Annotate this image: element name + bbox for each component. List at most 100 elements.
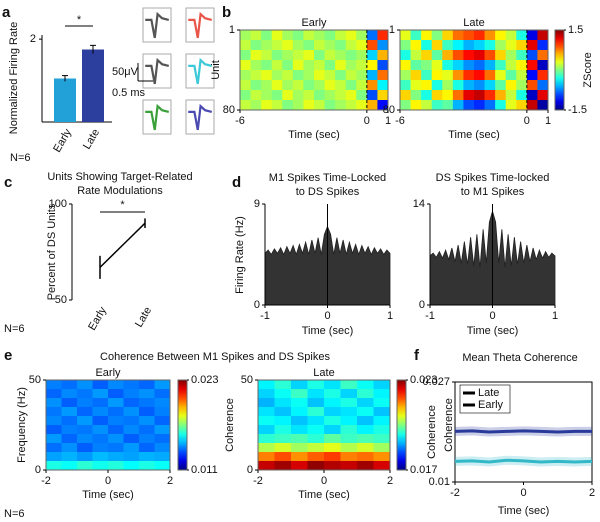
heatmap-cell	[282, 40, 294, 51]
heatmap-cell	[292, 30, 304, 41]
heatmap-cell	[274, 416, 292, 426]
y-tick-label: 50	[55, 294, 67, 306]
x-axis-label: Time (sec)	[302, 325, 354, 337]
heatmap-cell	[516, 30, 528, 41]
heatmap-cell	[421, 60, 433, 71]
heatmap-cell	[431, 100, 443, 111]
heatmap-cell	[108, 452, 124, 462]
heatmap-cell	[526, 80, 538, 91]
heatmap-cell	[410, 70, 422, 81]
heatmap-cell	[123, 407, 140, 417]
heatmap-cell	[274, 425, 292, 435]
heatmap-cell	[123, 398, 140, 408]
waveform	[145, 103, 170, 131]
heatmap-cell	[356, 60, 368, 71]
heatmap-cell	[495, 100, 507, 111]
heatmap-cell	[345, 100, 357, 111]
y-axis-label: Firing Rate (Hz)	[234, 216, 246, 294]
waveform	[145, 11, 170, 39]
heatmap-cell	[61, 389, 78, 399]
heatmap-cell	[366, 30, 378, 41]
heatmap-cell	[340, 380, 358, 390]
panel-letter: f	[414, 347, 420, 364]
heatmap-cell	[484, 80, 496, 91]
heatmap-cell	[108, 407, 124, 417]
heatmap-cell	[356, 70, 368, 81]
heatmap-cell	[463, 100, 475, 111]
heatmap-cell	[442, 90, 454, 101]
heatmap-cell	[307, 407, 325, 417]
heatmap-cell	[258, 434, 275, 444]
heatmap-cell	[123, 425, 140, 435]
heatmap-cell	[291, 443, 308, 453]
heatmap-cell	[92, 443, 109, 453]
heatmap-cell	[474, 90, 486, 101]
heatmap-cell	[271, 90, 283, 101]
heatmap-cell	[324, 40, 336, 51]
heatmap-cell	[303, 60, 315, 71]
heatmap-cell	[46, 389, 62, 399]
y-axis-label: Coherence	[426, 405, 438, 459]
heatmap-cell	[484, 50, 496, 61]
heatmap-cell	[314, 100, 326, 111]
heatmap-cell	[474, 30, 486, 41]
heatmap-cell	[431, 70, 443, 81]
heatmap-cell	[123, 443, 140, 453]
heatmap-cell	[537, 70, 549, 81]
y-tick-label: 1	[389, 24, 395, 36]
heatmap-cell	[314, 30, 326, 41]
heatmap-cell	[154, 407, 171, 417]
heatmap-cell	[373, 461, 391, 471]
heatmap-cell	[282, 90, 294, 101]
line	[454, 458, 593, 464]
heatmap-cell	[108, 461, 124, 471]
x-tick-label: Late	[81, 127, 102, 152]
heatmap-cell	[123, 452, 140, 462]
y-tick-label: 100	[49, 198, 67, 210]
heatmap-cell	[258, 452, 275, 462]
heatmap-cell	[324, 407, 341, 417]
heatmap-cell	[282, 70, 294, 81]
heatmap-cell	[123, 434, 140, 444]
heatmap-cell	[442, 50, 454, 61]
heatmap-cell	[324, 461, 341, 471]
colorbar-tick-label: 0.017	[410, 464, 438, 476]
heatmap-cell	[250, 80, 262, 91]
heatmap-cell	[400, 40, 412, 51]
heatmap-cell	[258, 398, 275, 408]
colorbar	[396, 379, 407, 471]
heatmap-cell	[516, 100, 528, 111]
heatmap-cell	[442, 80, 454, 91]
heatmap-cell	[46, 398, 62, 408]
heatmap-cell	[410, 50, 422, 61]
heatmap-cell	[366, 60, 378, 71]
bar	[54, 78, 76, 122]
heatmap-cell	[292, 80, 304, 91]
heatmap-cell	[335, 90, 347, 101]
x-tick-label: 0	[520, 487, 526, 499]
heatmap-cell	[484, 60, 496, 71]
heatmap-cell	[108, 398, 124, 408]
heatmap-cell	[474, 40, 486, 51]
heatmap-cell	[495, 40, 507, 51]
panel-letter: c	[4, 174, 12, 191]
heatmap-cell	[77, 389, 93, 399]
heatmap-cell	[250, 50, 262, 61]
heatmap-cell	[261, 50, 273, 61]
heatmap-cell	[377, 60, 389, 71]
heatmap-cell	[442, 60, 454, 71]
y-axis-label: Normalized Firing Rate	[8, 22, 20, 134]
heatmap-cell	[139, 434, 155, 444]
heatmap-cell	[505, 90, 517, 101]
heatmap-cell	[421, 40, 433, 51]
heatmap-cell	[77, 416, 93, 426]
heatmap-cell	[324, 443, 341, 453]
chart-title: Mean Theta Coherence	[462, 352, 577, 364]
heatmap-cell	[345, 40, 357, 51]
heatmap-cell	[537, 100, 549, 111]
heatmap-cell	[463, 60, 475, 71]
chart-title: to DS Spikes	[296, 186, 360, 198]
heatmap-cell	[282, 60, 294, 71]
chart-title: to M1 Spikes	[461, 186, 525, 198]
heatmap-cell	[154, 389, 171, 399]
